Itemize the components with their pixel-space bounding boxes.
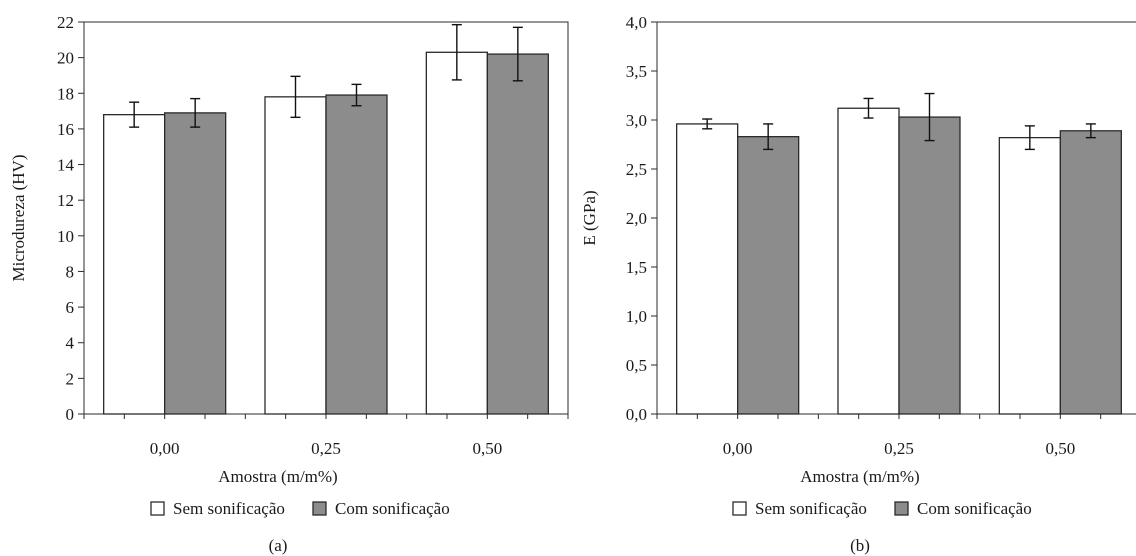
legend-swatch <box>150 501 165 516</box>
y-tick-label: 10 <box>57 227 74 246</box>
bar <box>998 136 1061 415</box>
legend-swatch <box>312 501 327 516</box>
y-tick-label: 2,0 <box>626 209 647 228</box>
x-tick-label: 0,00 <box>723 439 753 458</box>
x-tick-label: 0,25 <box>884 439 914 458</box>
bar <box>837 107 900 415</box>
legend: Sem sonificação Com sonificação <box>150 499 450 518</box>
y-tick-label: 1,5 <box>626 258 647 277</box>
x-tick-label: 0,50 <box>472 439 502 458</box>
bar <box>676 123 739 415</box>
y-tick-label: 4,0 <box>626 13 647 32</box>
legend-label: Com sonificação <box>917 499 1032 518</box>
y-tick-label: 3,5 <box>626 62 647 81</box>
bar <box>425 51 488 415</box>
y-tick-label: 2 <box>66 369 75 388</box>
y-tick-label: 0 <box>66 405 75 424</box>
y-tick-label: 2,5 <box>626 160 647 179</box>
legend: Sem sonificação Com sonificação <box>732 499 1032 518</box>
bar <box>486 53 549 415</box>
y-tick-label: 3,0 <box>626 111 647 130</box>
y-tick-label: 8 <box>66 262 75 281</box>
x-tick-label: 0,50 <box>1045 439 1075 458</box>
bar <box>1059 130 1122 415</box>
y-tick-label: 4 <box>66 334 75 353</box>
y-tick-label: 22 <box>57 13 74 32</box>
bar <box>264 96 327 415</box>
bar <box>164 112 227 415</box>
bar <box>103 114 166 415</box>
y-axis-title: E (GPa) <box>580 190 599 245</box>
chart-panel-a: 0 2 4 6 8 10 12 14 16 18 20 22 0,00 0,25 0,50 Amostra (… <box>9 13 569 555</box>
bar <box>898 116 961 415</box>
y-tick-label: 18 <box>57 84 74 103</box>
panel-label: (b) <box>850 536 870 555</box>
y-tick-label: 0,0 <box>626 405 647 424</box>
x-tick-label: 0,00 <box>150 439 180 458</box>
y-tick-label: 14 <box>57 156 75 175</box>
legend-label: Sem sonificação <box>173 499 285 518</box>
panel-label: (a) <box>269 536 288 555</box>
y-axis-title: Microdureza (HV) <box>9 155 28 282</box>
x-axis-title: Amostra (m/m%) <box>218 467 337 486</box>
legend-label: Com sonificação <box>335 499 450 518</box>
legend-swatch <box>732 501 747 516</box>
y-tick-label: 16 <box>57 120 74 139</box>
y-tick-label: 20 <box>57 49 74 68</box>
x-tick-label: 0,25 <box>311 439 341 458</box>
legend-label: Sem sonificação <box>755 499 867 518</box>
bar <box>325 94 388 415</box>
chart-panel-b: 0,0 0,5 1,0 1,5 2,0 2,5 3,0 3,5 4,0 0,00 0,25 0,50 A… <box>580 13 1136 555</box>
y-tick-label: 6 <box>66 298 75 317</box>
y-tick-label: 1,0 <box>626 307 647 326</box>
y-tick-label: 0,5 <box>626 356 647 375</box>
x-axis-title: Amostra (m/m%) <box>800 467 919 486</box>
legend-swatch <box>894 501 909 516</box>
y-tick-label: 12 <box>57 191 74 210</box>
bar <box>737 136 800 415</box>
